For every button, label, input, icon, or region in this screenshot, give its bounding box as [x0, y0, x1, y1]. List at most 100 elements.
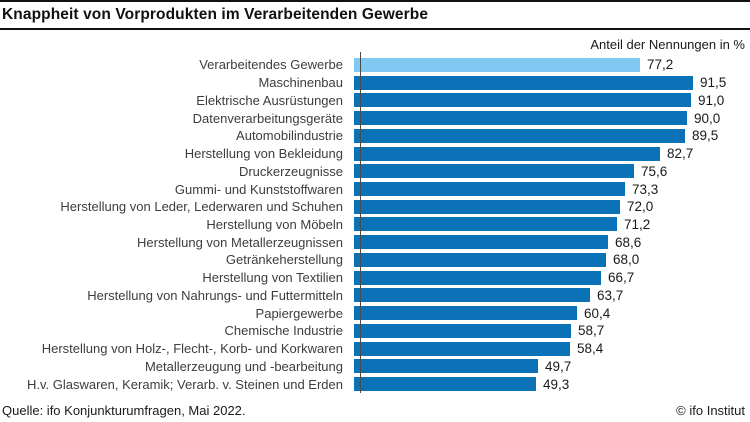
chart-row: Herstellung von Metallerzeugnissen 68,6	[0, 233, 750, 251]
category-label: Metallerzeugung und -bearbeitung	[144, 358, 343, 374]
bar	[354, 57, 640, 72]
chart-rows: Verarbeitendes Gewerbe 77,2 Maschinenbau…	[0, 56, 750, 393]
chart-row: Automobilindustrie 89,5	[0, 127, 750, 145]
bar	[354, 306, 577, 321]
bar-area: 91,0	[352, 91, 750, 109]
chart-row: Papiergewerbe 60,4	[0, 304, 750, 322]
value-label: 49,7	[545, 358, 572, 374]
bar	[354, 235, 608, 250]
bar	[354, 217, 617, 232]
bar-area: 58,7	[352, 322, 750, 340]
value-label: 91,5	[700, 75, 727, 91]
value-label: 58,4	[577, 341, 604, 357]
value-label: 75,6	[641, 163, 668, 179]
chart-row: Datenverarbeitungsgeräte 90,0	[0, 109, 750, 127]
chart-row: Herstellung von Bekleidung 82,7	[0, 145, 750, 163]
category-label: Automobilindustrie	[236, 128, 343, 144]
category-label: Elektrische Ausrüstungen	[196, 92, 343, 108]
chart-row: Elektrische Ausrüstungen 91,0	[0, 91, 750, 109]
chart-footer: Quelle: ifo Konjunkturumfragen, Mai 2022…	[2, 403, 745, 418]
bar	[354, 199, 620, 214]
bar-area: 63,7	[352, 287, 750, 305]
bar-area: 58,4	[352, 340, 750, 358]
chart-row: Herstellung von Nahrungs- und Futtermitt…	[0, 287, 750, 305]
bar-area: 60,4	[352, 304, 750, 322]
category-label: Druckerzeugnisse	[238, 163, 343, 179]
bar-area: 91,5	[352, 74, 750, 92]
value-label: 90,0	[694, 110, 721, 126]
bar	[354, 341, 570, 356]
bar-area: 73,3	[352, 180, 750, 198]
bar	[354, 252, 606, 267]
bar-chart: Verarbeitendes Gewerbe 77,2 Maschinenbau…	[0, 52, 750, 393]
bar-area: 68,6	[352, 233, 750, 251]
bar-area: 71,2	[352, 216, 750, 234]
bar-area: 82,7	[352, 145, 750, 163]
chart-row: Maschinenbau 91,5	[0, 74, 750, 92]
chart-row: Herstellung von Textilien 66,7	[0, 269, 750, 287]
value-label: 72,0	[627, 199, 654, 215]
category-label: Getränkeherstellung	[225, 252, 343, 268]
category-label: Maschinenbau	[258, 75, 343, 91]
value-label: 68,6	[615, 234, 642, 250]
bar	[354, 359, 538, 374]
value-label: 73,3	[632, 181, 659, 197]
bar	[354, 377, 536, 392]
chart-row: Chemische Industrie 58,7	[0, 322, 750, 340]
value-label: 89,5	[692, 128, 719, 144]
value-label: 71,2	[624, 216, 651, 232]
bar	[354, 288, 590, 303]
category-label: Herstellung von Holz-, Flecht-, Korb- un…	[41, 341, 343, 357]
bar-area: 49,7	[352, 357, 750, 375]
category-label: Gummi- und Kunststoffwaren	[174, 181, 343, 197]
chart-row: H.v. Glaswaren, Keramik; Verarb. v. Stei…	[0, 375, 750, 393]
bar-area: 68,0	[352, 251, 750, 269]
chart-row: Gummi- und Kunststoffwaren 73,3	[0, 180, 750, 198]
value-label: 58,7	[578, 323, 605, 339]
value-label: 49,3	[543, 376, 570, 392]
chart-header: Knappheit von Vorprodukten im Verarbeite…	[0, 0, 750, 30]
chart-row: Herstellung von Leder, Lederwaren und Sc…	[0, 198, 750, 216]
bar-area: 90,0	[352, 109, 750, 127]
bar-area: 72,0	[352, 198, 750, 216]
bar-area: 77,2	[352, 56, 750, 74]
y-axis-line	[360, 52, 361, 393]
value-label: 91,0	[698, 92, 725, 108]
bar-area: 66,7	[352, 269, 750, 287]
chart-row: Getränkeherstellung 68,0	[0, 251, 750, 269]
chart-row: Druckerzeugnisse 75,6	[0, 162, 750, 180]
bar	[354, 111, 687, 126]
chart-row: Metallerzeugung und -bearbeitung 49,7	[0, 357, 750, 375]
value-label: 68,0	[613, 252, 640, 268]
value-label: 82,7	[667, 146, 694, 162]
category-label: Chemische Industrie	[224, 323, 344, 339]
category-label: Herstellung von Möbeln	[206, 216, 343, 232]
bar-area: 75,6	[352, 162, 750, 180]
category-label: Herstellung von Nahrungs- und Futtermitt…	[87, 287, 343, 303]
chart-row: Herstellung von Holz-, Flecht-, Korb- un…	[0, 340, 750, 358]
copyright-note: © ifo Institut	[676, 403, 745, 418]
bar-area: 89,5	[352, 127, 750, 145]
value-label: 66,7	[608, 270, 635, 286]
category-label: Herstellung von Bekleidung	[184, 146, 343, 162]
bar-area: 49,3	[352, 375, 750, 393]
chart-row: Herstellung von Möbeln 71,2	[0, 216, 750, 234]
page-title: Knappheit von Vorprodukten im Verarbeite…	[2, 6, 429, 23]
category-label: Papiergewerbe	[255, 305, 343, 321]
bar	[354, 146, 660, 161]
bar	[354, 75, 693, 90]
category-label: Verarbeitendes Gewerbe	[199, 57, 343, 73]
bar	[354, 270, 601, 285]
value-label: 63,7	[597, 287, 624, 303]
bar	[354, 182, 625, 196]
value-label: 77,2	[647, 57, 674, 73]
category-label: Herstellung von Leder, Lederwaren und Sc…	[60, 199, 343, 215]
axis-unit-label: Anteil der Nennungen in %	[590, 37, 745, 52]
category-label: Herstellung von Metallerzeugnissen	[137, 234, 343, 250]
value-label: 60,4	[584, 305, 611, 321]
category-label: H.v. Glaswaren, Keramik; Verarb. v. Stei…	[27, 376, 343, 392]
bar	[354, 323, 571, 338]
category-label: Datenverarbeitungsgeräte	[192, 110, 343, 126]
category-label: Herstellung von Textilien	[202, 270, 343, 286]
bar	[354, 164, 634, 179]
